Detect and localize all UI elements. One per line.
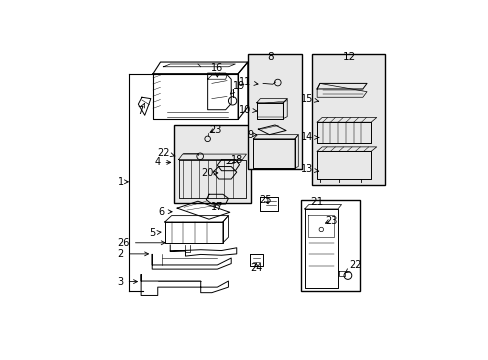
Text: 16: 16 (211, 63, 223, 77)
Bar (311, 54, 384, 185)
Text: 23: 23 (324, 216, 337, 226)
Text: 1: 1 (117, 177, 128, 187)
Text: 14: 14 (300, 132, 318, 143)
Text: 17: 17 (211, 202, 223, 212)
Text: 26: 26 (117, 238, 165, 248)
Text: 20: 20 (201, 168, 217, 178)
Bar (247, 54, 301, 169)
Text: 7: 7 (137, 103, 144, 116)
Text: 15: 15 (300, 94, 318, 104)
Text: 21: 21 (309, 197, 323, 207)
Text: 4: 4 (154, 157, 170, 167)
Text: 8: 8 (267, 51, 273, 62)
Text: 24: 24 (249, 263, 262, 273)
Text: 5: 5 (148, 228, 161, 238)
Text: 23: 23 (208, 125, 221, 135)
Bar (300, 200, 359, 291)
Text: 10: 10 (239, 105, 256, 115)
Text: 11: 11 (239, 77, 258, 87)
Text: 25: 25 (259, 195, 271, 205)
Text: 6: 6 (158, 207, 172, 217)
Text: 19: 19 (230, 81, 244, 94)
Text: 12: 12 (342, 51, 355, 62)
Text: 22: 22 (157, 148, 175, 158)
Text: 9: 9 (246, 130, 256, 140)
Text: 3: 3 (117, 276, 137, 287)
Text: 18: 18 (227, 155, 243, 165)
Bar (174, 125, 250, 203)
Text: 22: 22 (345, 260, 361, 273)
Text: 2: 2 (117, 249, 148, 259)
Text: 13: 13 (300, 164, 318, 174)
